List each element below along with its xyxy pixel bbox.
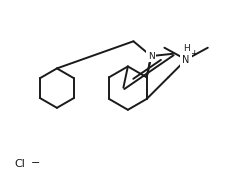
Text: −: −	[31, 158, 41, 168]
Text: +: +	[190, 49, 198, 58]
Text: N: N	[182, 55, 190, 64]
Text: N: N	[148, 52, 155, 61]
Text: H: H	[183, 44, 189, 53]
Text: Cl: Cl	[15, 159, 25, 169]
